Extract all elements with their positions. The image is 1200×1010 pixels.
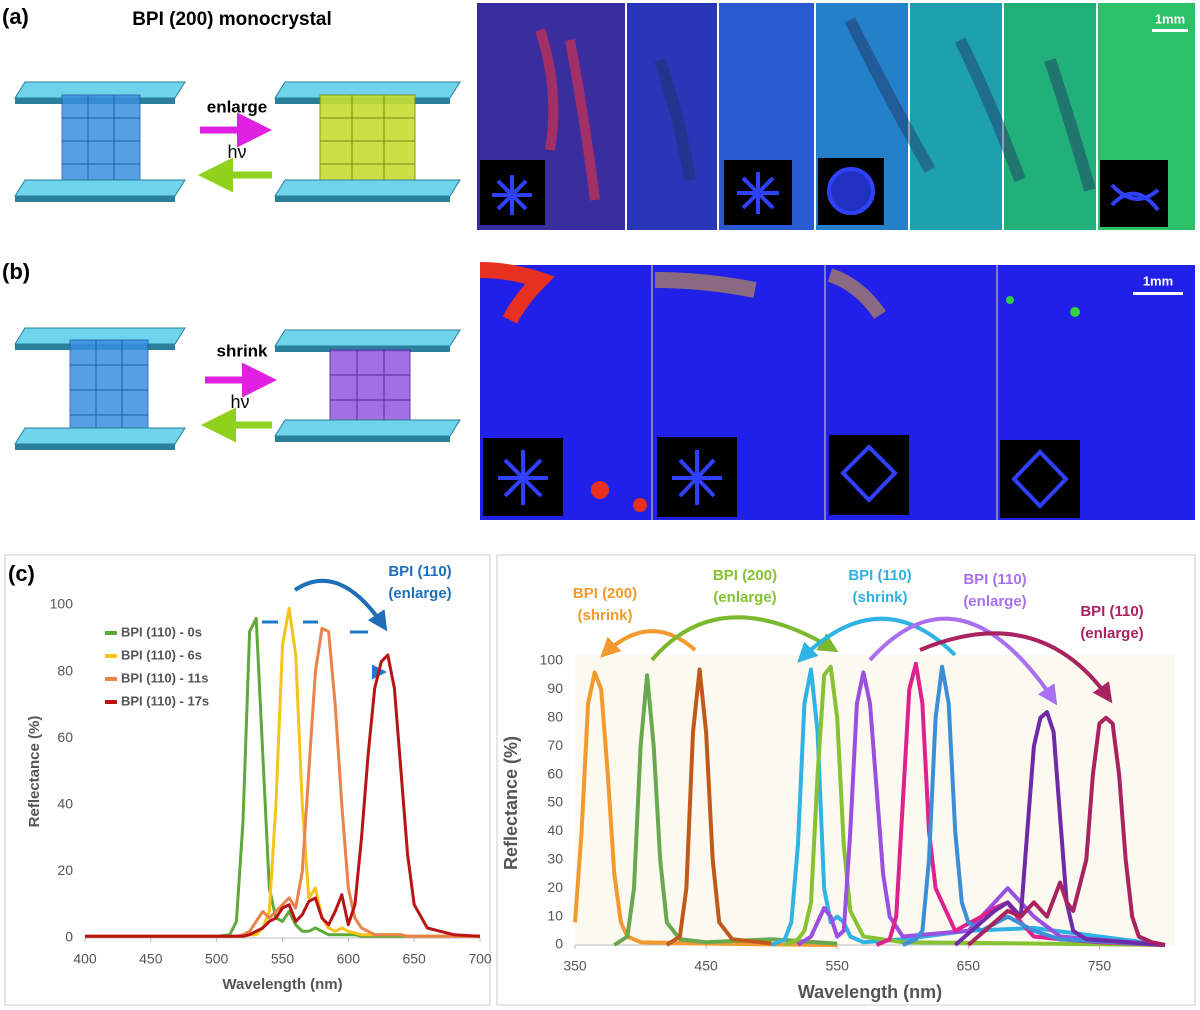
x-tick-label: 400 [73, 951, 97, 967]
spectrum-line [573, 670, 838, 947]
y-tick-label: 90 [547, 680, 563, 696]
annotation: (enlarge) [388, 585, 451, 602]
x-tick-label: 750 [1088, 958, 1112, 974]
y-tick-label: 30 [547, 851, 563, 867]
light-label: hν [227, 142, 246, 162]
annotation: BPI (200) [573, 585, 637, 602]
spectrum-line [85, 626, 480, 938]
crystal-illustration [14, 81, 461, 202]
y-tick-label: 60 [547, 765, 563, 781]
micrograph-strip [479, 262, 1195, 520]
x-tick-label: 650 [402, 951, 426, 967]
x-tick-label: 600 [337, 951, 361, 967]
scale-bar-label: 1mm [1143, 273, 1173, 288]
y-tick-label: 10 [547, 907, 563, 923]
spectrum-line [784, 664, 1166, 947]
annotation: (enlarge) [713, 589, 776, 606]
arrow-label: shrink [216, 341, 268, 360]
annotation-arrows [262, 578, 1113, 706]
y-axis-title: Reflectance (%) [501, 736, 521, 870]
spectrum-line [613, 673, 838, 947]
x-tick-label: 650 [957, 958, 981, 974]
spectrum-line [796, 670, 1166, 947]
crystal-illustration [14, 327, 461, 450]
y-tick-label: 80 [57, 662, 73, 678]
spectrum-line [85, 616, 480, 938]
scale-bar-label: 1mm [1155, 11, 1185, 26]
annotation: BPI (200) [713, 567, 777, 584]
panel-label: (c) [8, 561, 35, 586]
micrograph-strip [477, 3, 1195, 230]
legend-label: BPI (110) - 11s [121, 670, 208, 685]
spectrum-line [875, 661, 1166, 947]
scale-bar [1152, 29, 1188, 32]
spectrum-line [665, 667, 772, 947]
y-tick-label: 40 [547, 822, 563, 838]
x-tick-label: 550 [826, 958, 850, 974]
legend-label: BPI (110) - 17s [121, 693, 209, 708]
x-axis-title: Wavelength (nm) [222, 976, 342, 993]
x-tick-label: 700 [468, 951, 492, 967]
y-tick-label: 20 [57, 862, 73, 878]
spectrum-line [85, 653, 481, 938]
arrow-label: enlarge [207, 97, 267, 116]
annotation: BPI (110) [1080, 603, 1143, 620]
panel-title: BPI (200) monocrystal [132, 9, 332, 30]
annotation: (enlarge) [1080, 625, 1143, 642]
legend-label: BPI (110) - 0s [121, 624, 202, 639]
y-tick-label: 40 [57, 796, 73, 812]
scale-bar [1133, 292, 1183, 295]
x-axis-title: Wavelength (nm) [798, 982, 942, 1002]
y-tick-label: 100 [50, 596, 74, 612]
annotation: (enlarge) [963, 593, 1026, 610]
y-tick-label: 0 [555, 936, 563, 952]
x-tick-label: 550 [271, 951, 295, 967]
annotation: (shrink) [852, 589, 907, 606]
legend-label: BPI (110) - 6s [121, 647, 202, 662]
spectrum-line [966, 715, 1166, 947]
panel-label: (a) [2, 4, 29, 29]
y-tick-label: 20 [547, 879, 563, 895]
y-tick-label: 50 [547, 794, 563, 810]
x-tick-label: 350 [563, 958, 587, 974]
y-tick-label: 100 [540, 652, 564, 668]
x-tick-label: 450 [694, 958, 718, 974]
y-tick-label: 70 [547, 737, 563, 753]
y-axis-title: Reflectance (%) [26, 716, 43, 828]
annotation: BPI (110) [388, 563, 451, 580]
y-tick-label: 60 [57, 729, 73, 745]
annotation: (shrink) [577, 607, 632, 624]
light-label: hν [230, 392, 249, 412]
y-tick-label: 80 [547, 709, 563, 725]
x-tick-label: 500 [205, 951, 229, 967]
spectrum-line [953, 710, 1166, 947]
annotation: BPI (110) [848, 567, 911, 584]
annotation: BPI (110) [963, 571, 1026, 588]
panel-label: (b) [2, 259, 30, 284]
chart-frame [4, 554, 491, 1006]
spectrum-line [902, 664, 1166, 947]
x-tick-label: 450 [139, 951, 163, 967]
y-tick-label: 0 [65, 929, 73, 945]
